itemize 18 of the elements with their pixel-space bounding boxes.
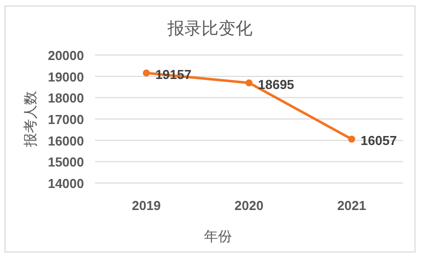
y-tick-label: 14000 [48,176,84,191]
point [142,69,150,76]
y-tick-label: 17000 [48,112,84,127]
y-tick-label: 18000 [48,90,84,106]
data-label: 18695 [258,76,294,92]
point [348,136,356,143]
y-tick-label: 19000 [48,69,84,84]
chart-title: 报录比变化 [166,19,252,38]
x-tick-label: 2021 [337,198,366,213]
y-tick-label: 15000 [48,154,84,170]
x-axis-title: 年份 [204,229,232,245]
data-label: 16057 [360,133,397,148]
x-tick-label: 2019 [132,198,161,213]
point [246,79,252,86]
x-tick-label: 2020 [234,198,264,213]
y-tick-label: 20000 [48,48,84,63]
y-tick-label: 16000 [48,133,84,148]
y-axis-title: 报考人数 [23,91,39,148]
